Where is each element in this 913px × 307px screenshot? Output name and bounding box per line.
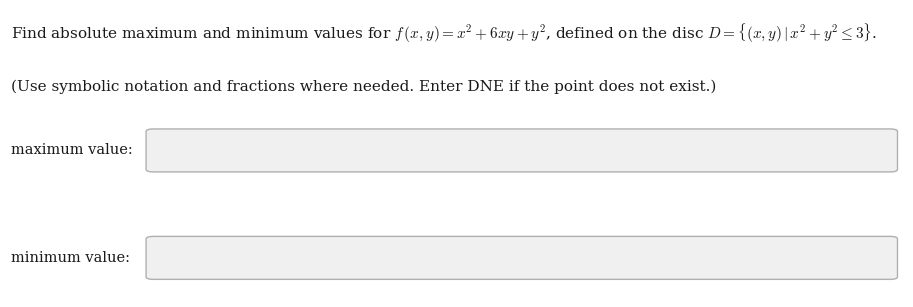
Text: maximum value:: maximum value:	[11, 143, 132, 157]
FancyBboxPatch shape	[146, 236, 897, 279]
Text: minimum value:: minimum value:	[11, 251, 130, 265]
FancyBboxPatch shape	[146, 129, 897, 172]
Text: Find absolute maximum and minimum values for $f\,(x, y) = x^2 + 6xy + y^2$, defi: Find absolute maximum and minimum values…	[11, 21, 877, 45]
Text: (Use symbolic notation and fractions where needed. Enter DNE if the point does n: (Use symbolic notation and fractions whe…	[11, 80, 717, 94]
